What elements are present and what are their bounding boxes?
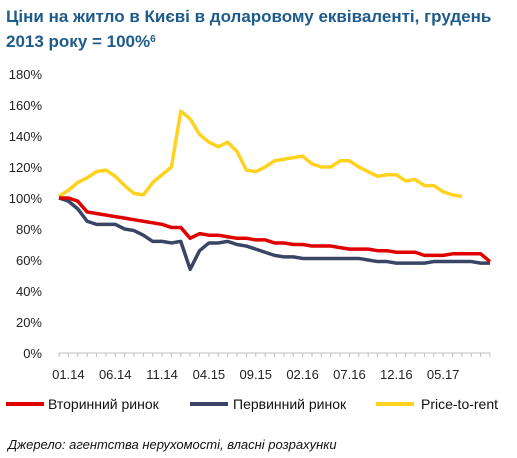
x-tick-label: 01.14 (52, 367, 85, 382)
y-tick-label: 180% (9, 67, 43, 82)
title-footnote: 6 (150, 34, 156, 45)
x-axis: 01.14 06.14 11.14 04.15 09.15 02.16 07.16 12.16… (52, 352, 491, 382)
y-tick-label: 20% (16, 315, 42, 330)
y-tick-label: 40% (16, 284, 42, 299)
y-tick-label: 120% (9, 160, 43, 175)
x-tick-label: 07.16 (333, 367, 366, 382)
legend-label: Price-to-rent (421, 396, 498, 412)
x-tick-label: 09.15 (239, 367, 272, 382)
legend-label: Первинний ринок (233, 396, 347, 412)
chart-title: Ціни на житло в Києві в доларовому еквів… (6, 7, 492, 51)
series-line-secondary-market (59, 196, 492, 263)
series-lines (58, 109, 492, 272)
x-tick-label: 05.17 (427, 367, 460, 382)
y-tick-label: 100% (9, 191, 43, 206)
series-line-primary-market (58, 196, 490, 272)
y-tick-label: 60% (16, 253, 42, 268)
y-tick-label: 140% (9, 129, 43, 144)
legend: Вторинний ринок Первинний ринок Price-to-r… (6, 396, 498, 412)
source-note: Джерело: агентства нерухомості, власні р… (8, 437, 337, 452)
y-tick-label: 160% (9, 98, 43, 113)
x-tick-label: 06.14 (99, 367, 132, 382)
x-tick-label: 04.15 (193, 367, 226, 382)
y-tick-label: 0% (23, 346, 42, 361)
y-tick-label: 80% (16, 222, 42, 237)
x-tick-label: 02.16 (286, 367, 319, 382)
x-tick-label: 12.16 (380, 367, 413, 382)
x-tick-label: 11.14 (146, 367, 178, 382)
series-line-price-to-rent (58, 109, 463, 199)
y-axis: 0% 20% 40% 60% 80% 100% 120% 140% 160% 180% (9, 67, 43, 361)
legend-label: Вторинний ринок (48, 396, 160, 412)
